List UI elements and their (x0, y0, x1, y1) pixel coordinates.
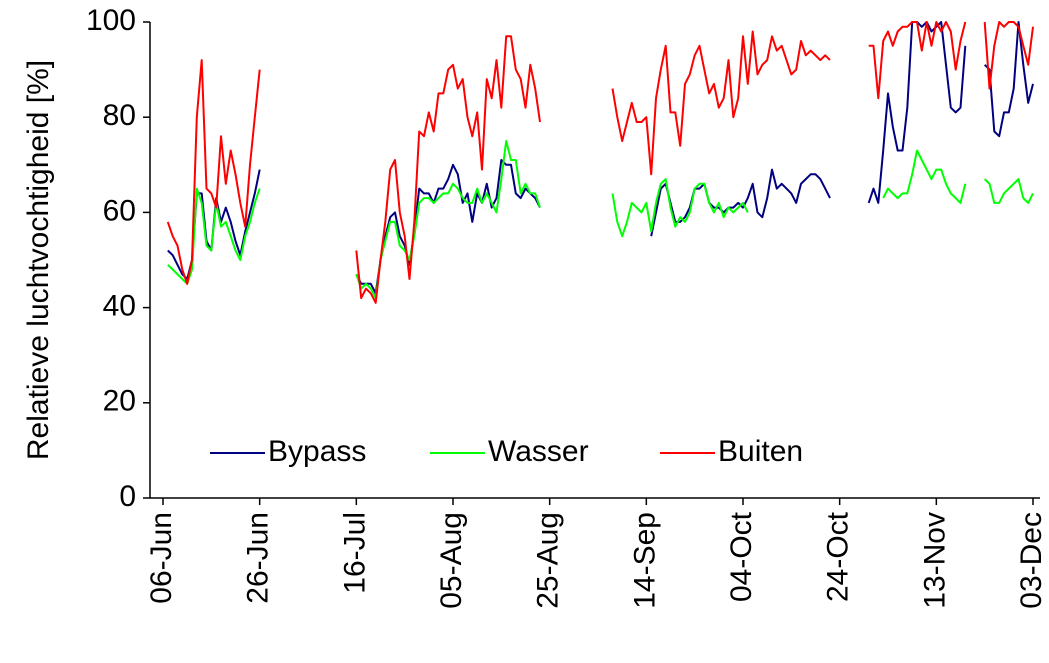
series-line (167, 21, 1034, 295)
x-tick-label: 16-Jul (338, 512, 371, 594)
x-tick-label: 06-Jun (145, 512, 178, 604)
y-tick-label: 80 (103, 99, 136, 132)
y-tick-label: 20 (103, 385, 136, 418)
series-line (167, 140, 1034, 300)
series-line (166, 21, 1034, 304)
legend-label: Wasser (488, 435, 589, 468)
x-tick-label: 13-Nov (918, 512, 951, 609)
x-tick-label: 25-Aug (532, 512, 565, 609)
x-tick-label: 05-Aug (435, 512, 468, 609)
y-tick-label: 100 (86, 4, 136, 37)
x-tick-label: 03-Dec (1015, 512, 1048, 609)
legend-label: Bypass (268, 435, 366, 468)
x-tick-label: 24-Oct (822, 511, 855, 602)
y-axis-title: Relatieve luchtvochtigheid [%] (22, 60, 55, 460)
y-tick-label: 40 (103, 290, 136, 323)
x-tick-label: 04-Oct (725, 511, 758, 602)
y-tick-label: 60 (103, 194, 136, 227)
legend-label: Buiten (718, 435, 803, 468)
x-tick-label: 14-Sep (628, 512, 661, 609)
y-tick-label: 0 (119, 480, 136, 513)
x-tick-label: 26-Jun (242, 512, 275, 604)
